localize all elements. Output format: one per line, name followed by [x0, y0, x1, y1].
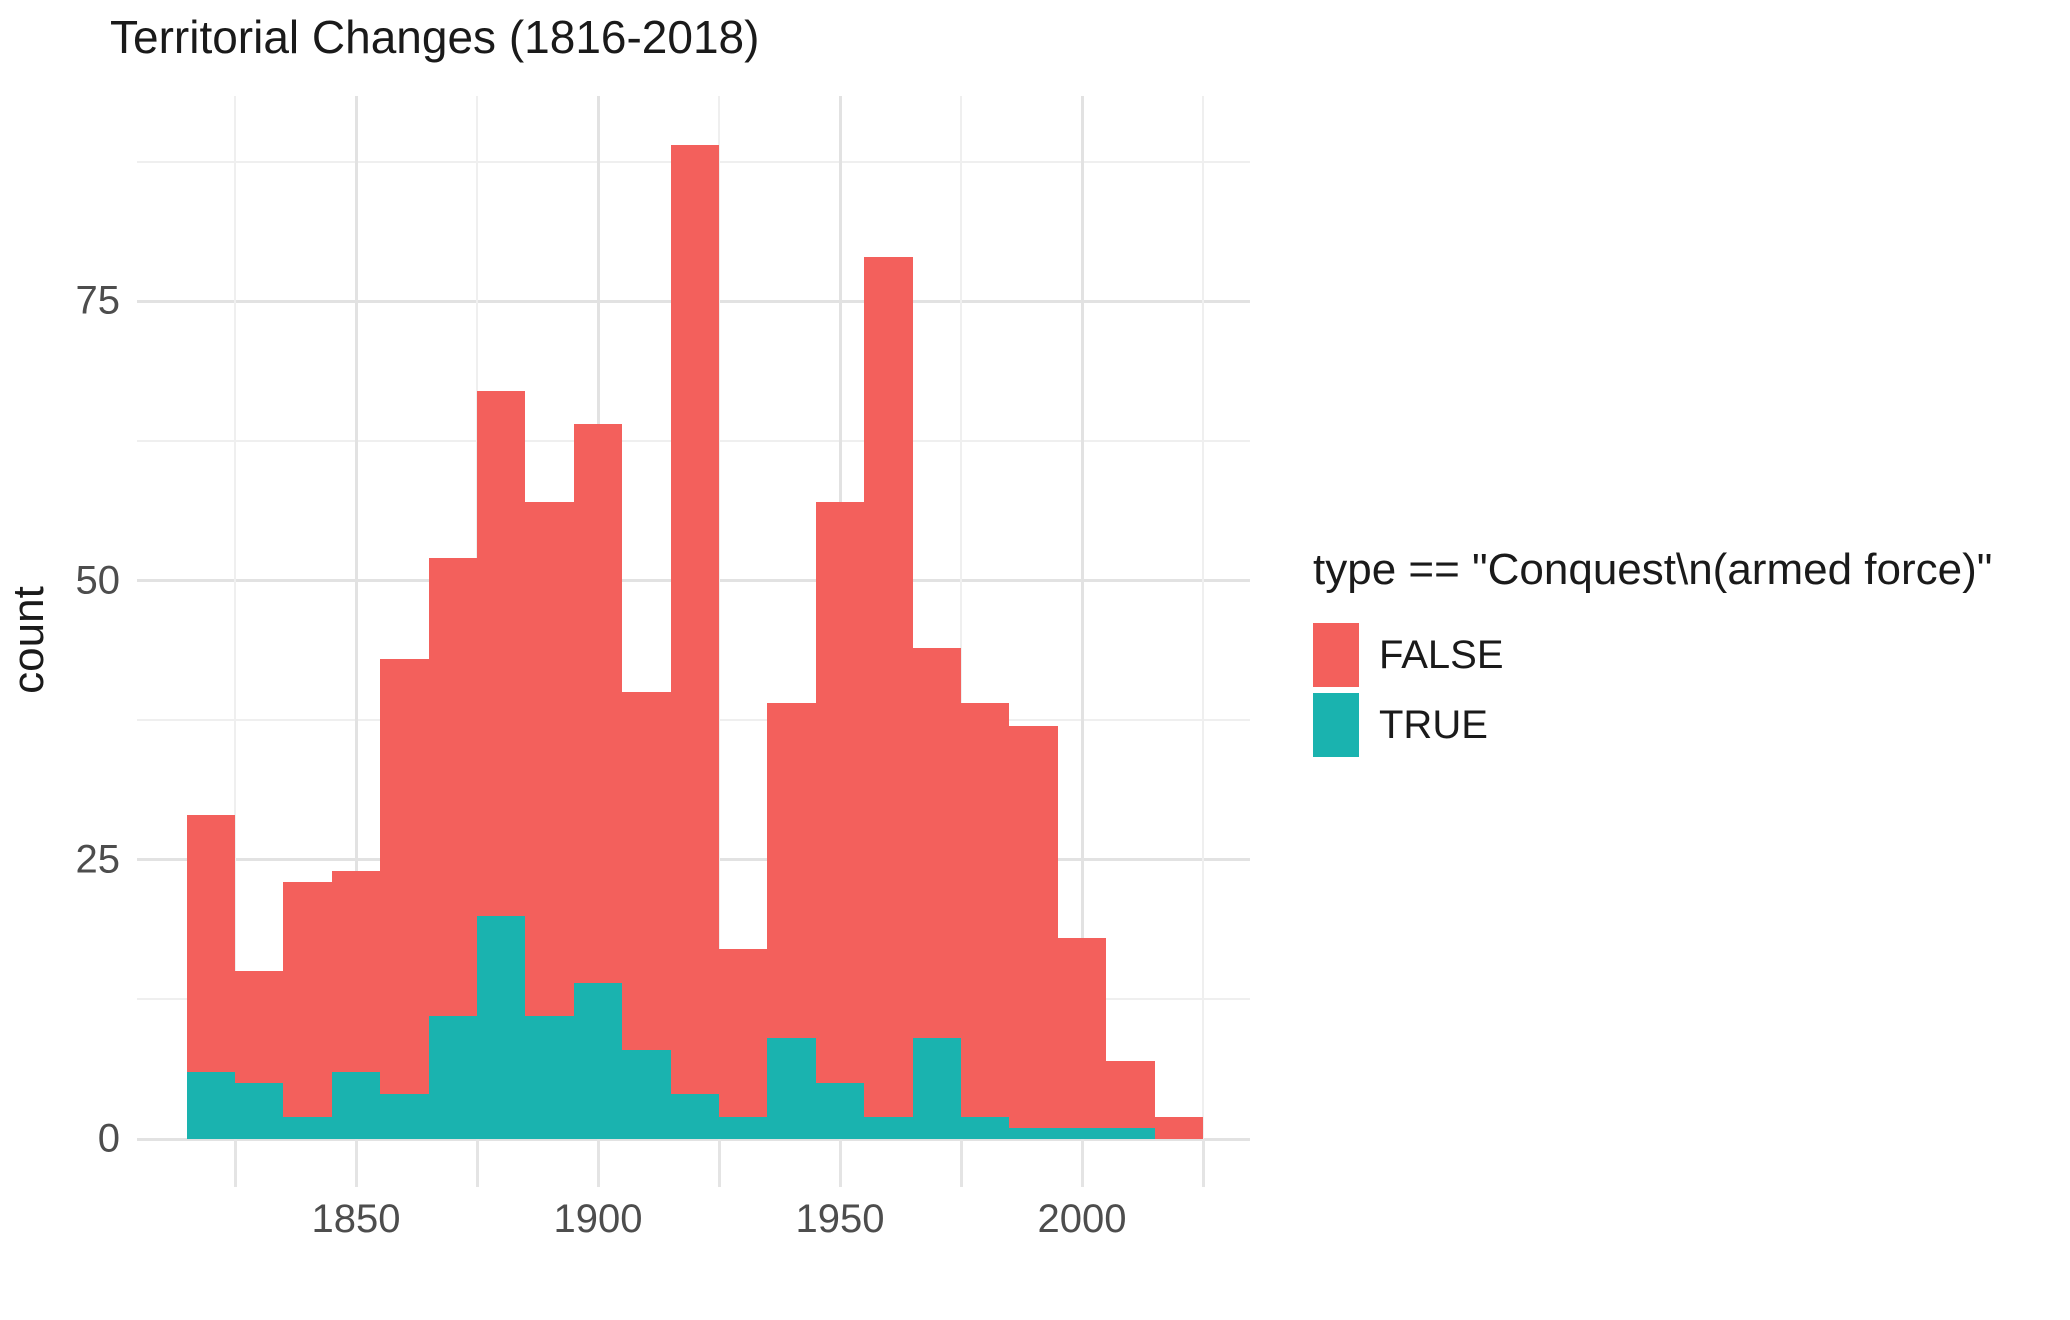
x-axis-tick — [959, 1139, 963, 1187]
y-axis-label: 50 — [75, 558, 121, 603]
histogram-bar — [670, 145, 719, 1139]
x-axis-tick — [1201, 1139, 1205, 1187]
bar-segment-false — [670, 145, 719, 1095]
histogram-bar — [961, 703, 1010, 1139]
histogram-bar — [767, 703, 816, 1139]
histogram-bar — [622, 692, 671, 1139]
plot-panel — [137, 96, 1250, 1141]
histogram-bar — [477, 390, 526, 1139]
histogram-bar — [1106, 1060, 1155, 1139]
bar-segment-true — [235, 1083, 284, 1139]
legend: type == "Conquest\n(armed force)" FALSE T… — [1313, 545, 1992, 763]
histogram-bar — [1009, 725, 1058, 1139]
bar-segment-false — [622, 692, 671, 1050]
bar-segment-true — [525, 1016, 574, 1139]
bar-segment-false — [767, 703, 816, 1039]
histogram-bar — [1154, 1116, 1203, 1139]
histogram-bar — [1057, 937, 1107, 1139]
bar-segment-false — [719, 949, 768, 1117]
histogram-bar — [331, 870, 381, 1139]
bar-segment-true — [331, 1071, 381, 1139]
bar-segment-false — [864, 256, 913, 1117]
histogram-bar — [912, 647, 961, 1139]
histogram-bar — [283, 882, 332, 1139]
chart-title: Territorial Changes (1816-2018) — [110, 11, 760, 63]
gridline-x-minor — [960, 96, 962, 1139]
bar-segment-true — [186, 1071, 235, 1139]
gridline-x-major — [1080, 96, 1084, 1139]
x-axis-tick — [838, 1139, 842, 1187]
bar-segment-true — [622, 1049, 671, 1139]
histogram-bar — [864, 256, 913, 1139]
bar-segment-true — [283, 1116, 332, 1139]
gridline-x-minor — [234, 96, 236, 1139]
x-axis-tick — [475, 1139, 479, 1187]
bar-segment-false — [525, 502, 574, 1017]
bar-segment-false — [283, 882, 332, 1117]
x-axis-label: 1850 — [311, 1197, 401, 1241]
bar-segment-false — [815, 502, 865, 1084]
bar-segment-true — [767, 1038, 816, 1139]
bar-segment-false — [1106, 1060, 1155, 1128]
bar-segment-false — [1154, 1116, 1203, 1139]
bar-segment-true — [380, 1094, 429, 1139]
legend-key-label: TRUE — [1379, 702, 1488, 747]
legend-key-label: FALSE — [1379, 632, 1504, 677]
x-axis-label: 1900 — [553, 1197, 643, 1241]
histogram-bar — [525, 502, 574, 1139]
bar-segment-false — [1057, 937, 1107, 1128]
bar-segment-true — [1106, 1127, 1155, 1139]
bar-segment-false — [573, 424, 623, 983]
y-axis-label: 25 — [75, 837, 121, 882]
x-axis-tick — [1080, 1139, 1084, 1187]
bar-segment-true — [719, 1116, 768, 1139]
bar-segment-false — [331, 870, 381, 1072]
legend-title: type == "Conquest\n(armed force)" — [1313, 545, 1993, 594]
x-axis-label: 1950 — [795, 1197, 885, 1241]
bar-segment-false — [380, 658, 429, 1095]
x-axis-label: 2000 — [1037, 1197, 1127, 1241]
bar-segment-false — [1009, 725, 1058, 1128]
bar-segment-false — [477, 390, 526, 916]
histogram-bar — [235, 971, 284, 1139]
bar-segment-false — [428, 558, 477, 1017]
legend-item: TRUE — [1313, 693, 1992, 757]
x-axis-tick — [233, 1139, 237, 1187]
bar-segment-true — [670, 1094, 719, 1139]
bar-segment-true — [912, 1038, 961, 1139]
bar-segment-true — [815, 1083, 865, 1139]
bar-segment-true — [864, 1116, 913, 1139]
legend-key-swatch — [1313, 693, 1359, 757]
y-axis-label: 75 — [75, 278, 121, 323]
histogram-bar — [380, 658, 429, 1139]
histogram-bar — [573, 424, 623, 1139]
gridline-y-major — [137, 1137, 1250, 1141]
histogram-bar — [186, 815, 235, 1139]
bar-segment-true — [1009, 1127, 1058, 1139]
x-axis-tick — [717, 1139, 721, 1187]
bar-segment-false — [186, 815, 235, 1072]
bar-segment-false — [912, 647, 961, 1039]
bar-segment-true — [1057, 1127, 1107, 1139]
legend-key-swatch — [1313, 623, 1359, 687]
bar-segment-true — [573, 982, 623, 1139]
gridline-x-major — [354, 96, 358, 1139]
bar-segment-true — [961, 1116, 1010, 1139]
x-axis-tick — [596, 1139, 600, 1187]
x-axis-tick — [354, 1139, 358, 1187]
bar-segment-false — [235, 971, 284, 1084]
y-axis-label: 0 — [97, 1116, 120, 1161]
bar-segment-true — [428, 1016, 477, 1139]
gridline-x-minor — [718, 96, 720, 1139]
histogram-bar — [428, 558, 477, 1139]
bar-segment-true — [477, 915, 526, 1139]
histogram-bar — [815, 502, 865, 1139]
histogram-bar — [719, 949, 768, 1139]
gridline-x-minor — [1202, 96, 1204, 1139]
legend-item: FALSE — [1313, 623, 1992, 687]
bar-segment-false — [961, 703, 1010, 1117]
